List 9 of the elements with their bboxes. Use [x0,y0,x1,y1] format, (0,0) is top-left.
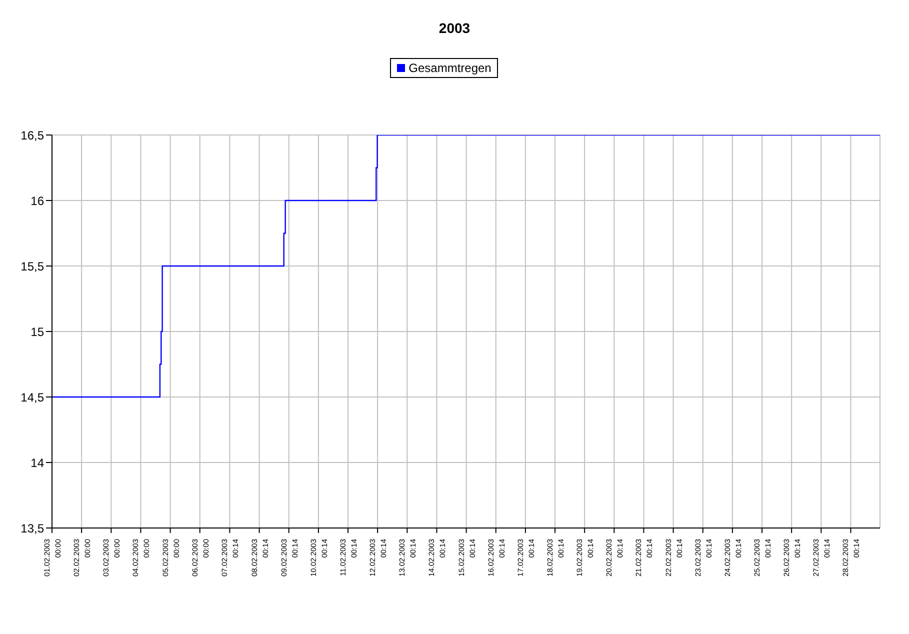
y-tick-label: 15,5 [20,259,44,274]
y-tick-label: 16,5 [20,128,44,142]
y-tick-label: 15 [30,324,44,339]
y-tick-label: 16 [30,194,44,208]
chart-title: 2003 [438,20,472,36]
legend-label: Gesammtregen [390,58,498,78]
y-tick-label: 14 [30,456,44,470]
y-tick-label: 14,5 [20,390,44,404]
y-tick-label: 13,5 [20,521,44,536]
